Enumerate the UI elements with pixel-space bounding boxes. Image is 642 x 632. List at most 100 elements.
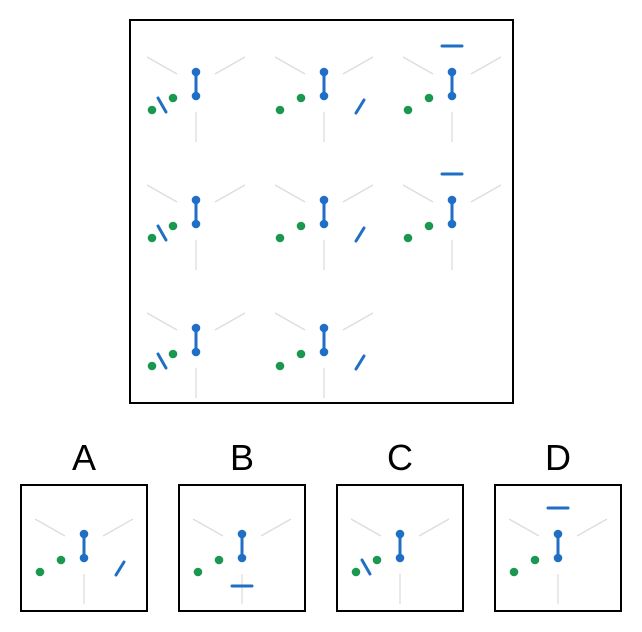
guide-line xyxy=(418,518,450,537)
guide-line xyxy=(342,56,374,75)
matrix-cell xyxy=(388,150,516,278)
cell-glyph xyxy=(274,184,374,270)
green-dot xyxy=(147,361,157,371)
dumbbell-bottom-dot xyxy=(447,91,457,101)
dumbbell-top-dot xyxy=(237,529,247,539)
green-dot xyxy=(56,555,66,565)
right-slash-mark xyxy=(354,226,366,243)
option-glyph xyxy=(34,518,134,604)
green-dot xyxy=(530,555,540,565)
cell-glyph xyxy=(146,312,246,398)
left-slash-mark xyxy=(360,558,372,576)
right-slash-mark xyxy=(354,98,366,115)
guide-line xyxy=(470,56,502,75)
green-dot xyxy=(296,221,306,231)
guide-line xyxy=(192,518,224,537)
guide-line xyxy=(146,184,178,203)
guide-line xyxy=(576,518,608,537)
green-dot xyxy=(403,105,413,115)
green-dot xyxy=(424,221,434,231)
green-dot xyxy=(424,93,434,103)
right-slash-mark xyxy=(114,560,126,577)
matrix-cell xyxy=(132,278,260,406)
option-label-d: D xyxy=(545,437,571,478)
dumbbell-bottom-dot xyxy=(319,347,329,357)
guide-line xyxy=(274,184,306,203)
guide-line xyxy=(214,56,246,75)
guide-line xyxy=(402,56,434,75)
green-dot xyxy=(214,555,224,565)
guide-line xyxy=(508,518,540,537)
dumbbell-top-dot xyxy=(447,67,457,77)
guide-line xyxy=(260,518,292,537)
matrix-cell xyxy=(388,22,516,150)
option-label-c: C xyxy=(387,437,413,478)
green-dot xyxy=(351,567,361,577)
option-glyph xyxy=(350,518,450,604)
cell-glyph xyxy=(402,44,502,142)
right-slash-mark xyxy=(354,354,366,371)
green-dot xyxy=(296,93,306,103)
guide-line xyxy=(342,184,374,203)
left-slash-mark xyxy=(156,224,168,242)
green-dot xyxy=(275,361,285,371)
dumbbell-top-dot xyxy=(79,529,89,539)
green-dot xyxy=(275,233,285,243)
guide-line xyxy=(402,184,434,203)
dumbbell-top-dot xyxy=(319,323,329,333)
guide-line xyxy=(350,518,382,537)
dumbbell-bottom-dot xyxy=(79,553,89,563)
green-dot xyxy=(403,233,413,243)
green-dot xyxy=(35,567,45,577)
green-dot xyxy=(193,567,203,577)
dumbbell-top-dot xyxy=(553,529,563,539)
option-label-b: B xyxy=(229,437,254,478)
guide-line xyxy=(274,312,306,331)
guide-line xyxy=(146,56,178,75)
option-d-box[interactable] xyxy=(494,484,622,612)
dumbbell-bottom-dot xyxy=(395,553,405,563)
matrix-cell xyxy=(132,22,260,150)
green-dot xyxy=(147,105,157,115)
dumbbell-bottom-dot xyxy=(319,91,329,101)
guide-line xyxy=(146,312,178,331)
green-dot xyxy=(372,555,382,565)
guide-line xyxy=(34,518,66,537)
cell-glyph xyxy=(146,184,246,270)
cell-glyph xyxy=(274,56,374,142)
left-slash-mark xyxy=(156,352,168,370)
cell-glyph xyxy=(146,56,246,142)
option-a-box[interactable] xyxy=(20,484,148,612)
dumbbell-bottom-dot xyxy=(447,219,457,229)
guide-line xyxy=(342,312,374,331)
guide-line xyxy=(214,312,246,331)
dumbbell-top-dot xyxy=(395,529,405,539)
matrix-cell xyxy=(260,22,388,150)
option-c-box[interactable] xyxy=(336,484,464,612)
green-dot xyxy=(296,349,306,359)
dumbbell-bottom-dot xyxy=(191,347,201,357)
option-glyph xyxy=(508,506,608,604)
dumbbell-top-dot xyxy=(191,195,201,205)
option-b-box[interactable] xyxy=(178,484,306,612)
cell-glyph xyxy=(274,312,374,398)
green-dot xyxy=(168,349,178,359)
green-dot xyxy=(509,567,519,577)
green-dot xyxy=(147,233,157,243)
dumbbell-top-dot xyxy=(447,195,457,205)
dumbbell-top-dot xyxy=(191,323,201,333)
dumbbell-bottom-dot xyxy=(553,553,563,563)
guide-line xyxy=(214,184,246,203)
matrix-cell xyxy=(132,150,260,278)
dumbbell-bottom-dot xyxy=(237,553,247,563)
green-dot xyxy=(168,221,178,231)
guide-line xyxy=(274,56,306,75)
guide-line xyxy=(102,518,134,537)
puzzle-matrix xyxy=(129,19,514,404)
dumbbell-top-dot xyxy=(319,195,329,205)
option-glyph xyxy=(192,518,292,604)
left-slash-mark xyxy=(156,96,168,114)
option-label-a: A xyxy=(71,437,96,478)
dumbbell-bottom-dot xyxy=(191,219,201,229)
guide-line xyxy=(470,184,502,203)
